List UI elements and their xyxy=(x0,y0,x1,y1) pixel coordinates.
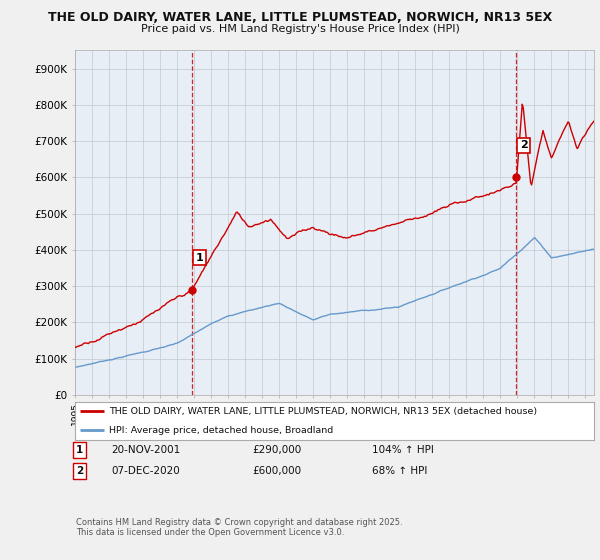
Text: 2: 2 xyxy=(520,141,527,150)
Text: 1: 1 xyxy=(196,253,203,263)
Text: THE OLD DAIRY, WATER LANE, LITTLE PLUMSTEAD, NORWICH, NR13 5EX (detached house): THE OLD DAIRY, WATER LANE, LITTLE PLUMST… xyxy=(109,407,537,416)
Text: 07-DEC-2020: 07-DEC-2020 xyxy=(111,466,180,476)
Text: 1: 1 xyxy=(76,445,83,455)
Text: 68% ↑ HPI: 68% ↑ HPI xyxy=(372,466,427,476)
Text: 104% ↑ HPI: 104% ↑ HPI xyxy=(372,445,434,455)
Text: HPI: Average price, detached house, Broadland: HPI: Average price, detached house, Broa… xyxy=(109,426,333,435)
Text: £290,000: £290,000 xyxy=(252,445,301,455)
Text: £600,000: £600,000 xyxy=(252,466,301,476)
Text: THE OLD DAIRY, WATER LANE, LITTLE PLUMSTEAD, NORWICH, NR13 5EX: THE OLD DAIRY, WATER LANE, LITTLE PLUMST… xyxy=(48,11,552,24)
Text: Price paid vs. HM Land Registry's House Price Index (HPI): Price paid vs. HM Land Registry's House … xyxy=(140,24,460,34)
Text: Contains HM Land Registry data © Crown copyright and database right 2025.
This d: Contains HM Land Registry data © Crown c… xyxy=(76,518,403,538)
Text: 20-NOV-2001: 20-NOV-2001 xyxy=(111,445,180,455)
Text: 2: 2 xyxy=(76,466,83,476)
